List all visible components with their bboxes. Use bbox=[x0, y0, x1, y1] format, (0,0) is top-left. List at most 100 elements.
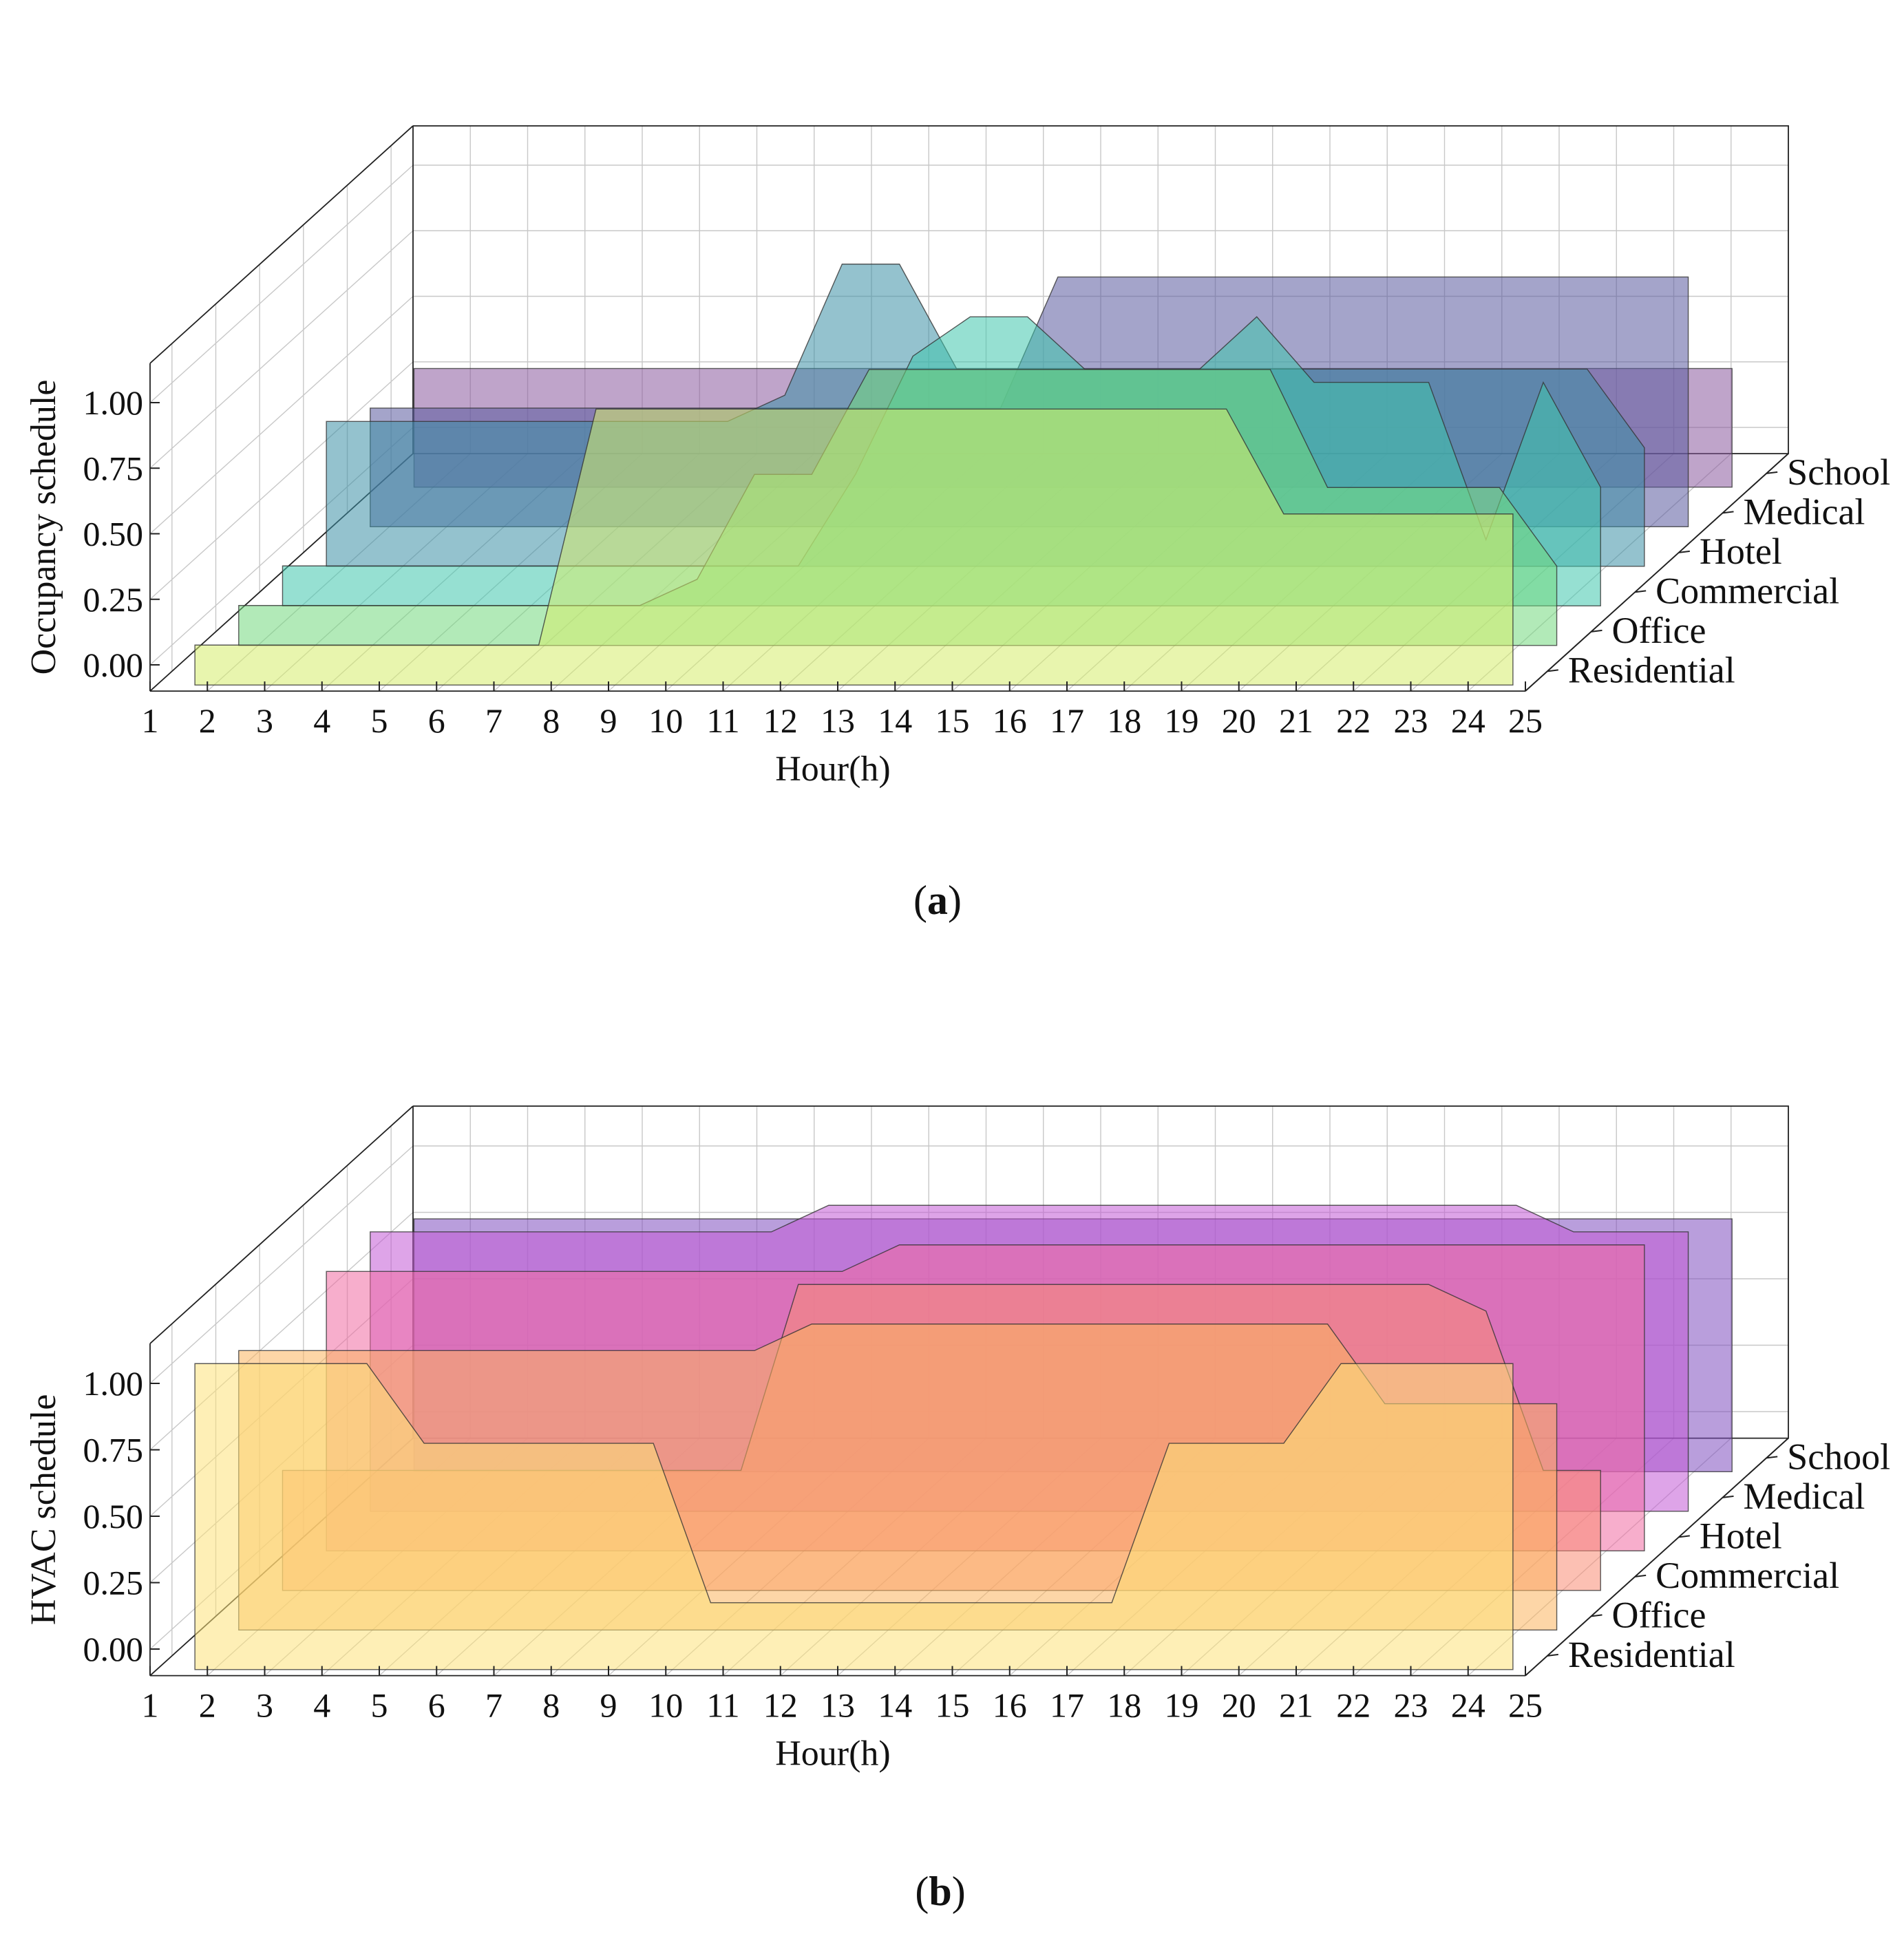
x-tick-label: 16 bbox=[993, 701, 1027, 740]
x-tick-label: 15 bbox=[935, 701, 970, 740]
panel-letter: b bbox=[929, 1869, 951, 1914]
depth-tick-mark bbox=[1766, 1456, 1778, 1459]
y-tick-label: 0.00 bbox=[83, 646, 144, 684]
x-tick-label: 24 bbox=[1451, 1686, 1485, 1725]
x-tick-label: 4 bbox=[313, 1686, 330, 1725]
x-tick-label: 7 bbox=[485, 1686, 503, 1725]
paren-open: ( bbox=[915, 1869, 929, 1914]
category-label: Residential bbox=[1568, 1634, 1735, 1675]
y-tick-label: 0.25 bbox=[83, 1564, 144, 1602]
left-pane-edge bbox=[149, 1105, 414, 1344]
x-tick-label: 12 bbox=[763, 1686, 798, 1725]
y-tick-label: 0.75 bbox=[83, 449, 144, 487]
depth-tick-mark bbox=[1635, 590, 1647, 593]
x-tick-label: 17 bbox=[1050, 1686, 1084, 1725]
x-tick-label: 8 bbox=[542, 701, 560, 740]
y-tick-label: 0.00 bbox=[83, 1630, 144, 1668]
x-tick-label: 22 bbox=[1336, 701, 1371, 740]
x-tick-label: 10 bbox=[648, 701, 683, 740]
y-tick-label: 1.00 bbox=[83, 1364, 144, 1403]
x-tick-label: 23 bbox=[1394, 1686, 1428, 1725]
panel-label: (b) bbox=[915, 1869, 965, 1914]
x-tick-label: 10 bbox=[648, 1686, 683, 1725]
left-pane-edge bbox=[149, 125, 414, 364]
x-tick-label: 2 bbox=[199, 701, 216, 740]
paren-close: ) bbox=[952, 1869, 966, 1914]
category-label: Hotel bbox=[1700, 531, 1782, 572]
paren-open: ( bbox=[913, 878, 927, 923]
category-label: Medical bbox=[1744, 1476, 1865, 1517]
x-tick-label: 15 bbox=[935, 1686, 970, 1725]
series-area-residential bbox=[194, 1363, 1514, 1670]
x-tick-label: 16 bbox=[993, 1686, 1027, 1725]
panel-letter: a bbox=[927, 878, 948, 923]
category-label: Office bbox=[1612, 1594, 1706, 1635]
depth-axis-line bbox=[1525, 453, 1789, 692]
x-tick-label: 8 bbox=[542, 1686, 560, 1725]
side-grid-line bbox=[149, 164, 414, 403]
depth-tick-mark bbox=[1591, 1614, 1602, 1617]
x-tick-label: 20 bbox=[1222, 1686, 1256, 1725]
x-axis-title: Hour(h) bbox=[775, 1734, 891, 1774]
y-axis-title: Occupancy schedule bbox=[24, 380, 63, 675]
depth-tick-mark bbox=[1635, 1574, 1647, 1577]
depth-tick-mark bbox=[1547, 669, 1558, 672]
x-tick-label: 17 bbox=[1050, 701, 1084, 740]
category-label: Hotel bbox=[1700, 1515, 1782, 1556]
x-tick-label: 4 bbox=[313, 701, 330, 740]
side-grid-line bbox=[149, 230, 414, 469]
x-tick-label: 7 bbox=[485, 701, 503, 740]
x-tick-label: 11 bbox=[706, 1686, 739, 1725]
x-tick-label: 21 bbox=[1279, 701, 1313, 740]
x-tick-label: 14 bbox=[878, 701, 912, 740]
x-tick-label: 3 bbox=[256, 701, 273, 740]
hvac-chart: 0.000.250.500.751.001 2 3 4 5 6 7 8 9 10 11 12 13 14 1… bbox=[24, 1105, 1890, 1914]
depth-tick-mark bbox=[1547, 1653, 1558, 1657]
x-tick-label: 6 bbox=[428, 701, 445, 740]
x-tick-label: 20 bbox=[1222, 701, 1256, 740]
side-grid-line bbox=[149, 295, 414, 535]
x-tick-label: 19 bbox=[1165, 701, 1199, 740]
x-tick-label: 9 bbox=[600, 1686, 617, 1725]
depth-tick-mark bbox=[1722, 1495, 1734, 1498]
x-tick-label: 14 bbox=[878, 1686, 912, 1725]
x-tick-label: 12 bbox=[763, 701, 798, 740]
x-tick-label: 6 bbox=[428, 1686, 445, 1725]
x-tick-label: 2 bbox=[199, 1686, 216, 1725]
category-label: School bbox=[1787, 1436, 1890, 1477]
depth-axis-line bbox=[1525, 1437, 1789, 1677]
category-label: School bbox=[1787, 451, 1890, 493]
y-tick-label: 0.50 bbox=[83, 515, 144, 553]
x-tick-label: 24 bbox=[1451, 701, 1485, 740]
x-tick-label: 21 bbox=[1279, 1686, 1313, 1725]
category-label: Residential bbox=[1568, 649, 1735, 690]
depth-tick-mark bbox=[1591, 629, 1602, 633]
occupancy-chart: 0.000.250.500.751.001 2 3 4 5 6 7 8 9 10 11 12 13 14 1… bbox=[24, 125, 1890, 923]
x-tick-label: 3 bbox=[256, 1686, 273, 1725]
series-area-residential bbox=[194, 408, 1514, 686]
x-tick-label: 5 bbox=[371, 1686, 388, 1725]
depth-tick-mark bbox=[1766, 471, 1778, 474]
y-tick-label: 1.00 bbox=[83, 383, 144, 422]
category-label: Medical bbox=[1744, 491, 1865, 532]
depth-tick-mark bbox=[1678, 550, 1690, 553]
x-tick-label: 23 bbox=[1394, 701, 1428, 740]
x-tick-label: 13 bbox=[821, 701, 855, 740]
side-grid-line bbox=[149, 1211, 414, 1451]
category-label: Office bbox=[1612, 610, 1706, 651]
y-tick-label: 0.50 bbox=[83, 1497, 144, 1535]
side-grid-line bbox=[149, 361, 414, 600]
x-tick-label: 18 bbox=[1107, 701, 1141, 740]
depth-tick-mark bbox=[1678, 1535, 1690, 1538]
depth-tick-mark bbox=[1722, 511, 1734, 514]
panel-label: (a) bbox=[913, 878, 962, 923]
x-tick-label: 19 bbox=[1165, 1686, 1199, 1725]
x-tick-label: 1 bbox=[142, 701, 159, 740]
x-tick-label: 1 bbox=[142, 1686, 159, 1725]
x-tick-label: 9 bbox=[600, 701, 617, 740]
category-label: Commercial bbox=[1656, 570, 1839, 611]
x-axis-title: Hour(h) bbox=[775, 750, 891, 789]
x-tick-label: 13 bbox=[821, 1686, 855, 1725]
paren-close: ) bbox=[948, 878, 962, 923]
